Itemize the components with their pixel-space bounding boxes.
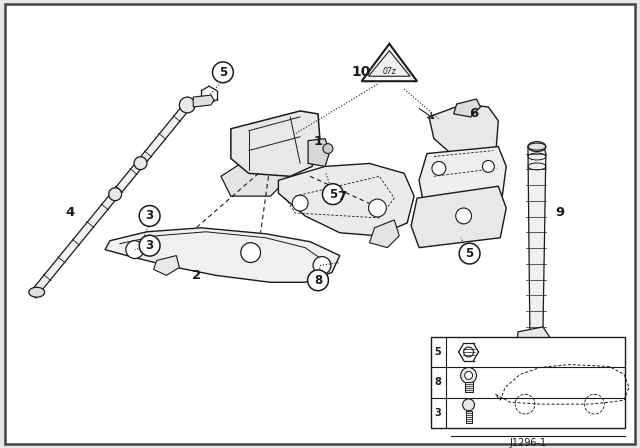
Polygon shape (419, 146, 506, 206)
Polygon shape (231, 111, 320, 177)
Text: 5: 5 (465, 247, 474, 260)
Polygon shape (516, 327, 553, 365)
Text: 8: 8 (314, 274, 322, 287)
Polygon shape (221, 156, 291, 196)
Circle shape (463, 347, 474, 357)
Text: 2: 2 (191, 269, 201, 282)
Text: 5: 5 (329, 188, 337, 201)
Polygon shape (154, 255, 179, 276)
Text: 3: 3 (145, 239, 154, 252)
Circle shape (212, 62, 234, 83)
Text: 3: 3 (435, 408, 441, 418)
Circle shape (126, 241, 144, 258)
Circle shape (241, 243, 260, 263)
Text: 5: 5 (458, 342, 466, 355)
Polygon shape (362, 44, 417, 81)
Polygon shape (29, 99, 195, 297)
Polygon shape (429, 104, 499, 160)
Circle shape (292, 195, 308, 211)
Circle shape (465, 371, 472, 379)
Polygon shape (528, 144, 546, 345)
Circle shape (461, 367, 477, 383)
Circle shape (463, 399, 474, 411)
Text: 3: 3 (145, 210, 154, 223)
Polygon shape (105, 228, 340, 282)
Polygon shape (454, 99, 481, 117)
Circle shape (451, 338, 472, 359)
Circle shape (313, 257, 331, 274)
Circle shape (140, 235, 160, 256)
Text: 1: 1 (314, 135, 323, 148)
Polygon shape (466, 411, 472, 422)
Circle shape (459, 243, 480, 264)
Text: 8: 8 (435, 377, 442, 388)
Ellipse shape (29, 287, 45, 297)
Circle shape (483, 160, 494, 172)
Text: 6: 6 (469, 108, 478, 121)
Polygon shape (308, 139, 330, 166)
Text: 5: 5 (435, 347, 441, 357)
Circle shape (525, 349, 541, 365)
Text: 9: 9 (555, 207, 564, 220)
Circle shape (109, 188, 122, 201)
Ellipse shape (528, 142, 546, 151)
Circle shape (140, 206, 160, 226)
Text: 4: 4 (66, 207, 75, 220)
Polygon shape (369, 51, 410, 76)
Circle shape (323, 184, 343, 205)
Circle shape (179, 97, 195, 113)
Polygon shape (369, 220, 399, 248)
Polygon shape (278, 164, 414, 236)
Polygon shape (465, 382, 472, 392)
Circle shape (323, 144, 333, 154)
Polygon shape (411, 186, 506, 248)
Text: J1296-1: J1296-1 (509, 438, 547, 448)
Text: 5: 5 (219, 66, 227, 79)
Text: 07z: 07z (383, 67, 396, 76)
Bar (431, 337, 625, 428)
Polygon shape (193, 95, 214, 107)
Circle shape (134, 157, 147, 170)
Circle shape (369, 199, 387, 217)
Circle shape (308, 270, 328, 291)
Circle shape (432, 161, 446, 175)
Text: 10: 10 (352, 65, 371, 79)
Circle shape (456, 208, 472, 224)
Text: 7: 7 (337, 190, 346, 202)
